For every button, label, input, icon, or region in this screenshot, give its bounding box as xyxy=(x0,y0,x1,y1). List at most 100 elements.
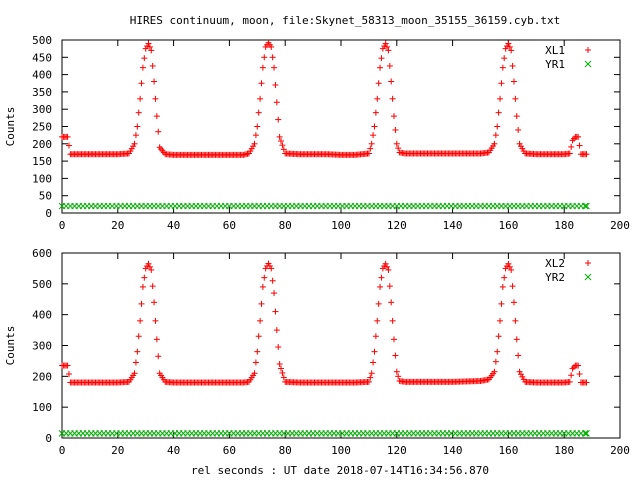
data-point xyxy=(65,371,72,378)
data-point xyxy=(505,260,512,267)
y-axis-label: Counts xyxy=(4,326,17,366)
y-tick-label: 350 xyxy=(32,86,52,99)
legend-label: XL1 xyxy=(545,44,565,57)
legend-marker-cross xyxy=(584,273,592,281)
data-point xyxy=(510,299,517,306)
data-point xyxy=(148,266,155,273)
data-point xyxy=(566,150,573,157)
data-point xyxy=(252,132,259,139)
y-tick-label: 250 xyxy=(32,121,52,134)
series-XL2 xyxy=(59,260,590,386)
data-point xyxy=(273,327,280,334)
data-point xyxy=(384,263,391,270)
data-point xyxy=(151,78,158,85)
data-point xyxy=(269,54,276,61)
data-point xyxy=(575,362,582,369)
data-point xyxy=(137,95,144,102)
data-point xyxy=(374,317,381,324)
data-point xyxy=(497,95,504,102)
data-point xyxy=(275,116,282,123)
data-point xyxy=(268,43,275,50)
data-point xyxy=(134,348,141,355)
data-point xyxy=(368,370,375,377)
data-point xyxy=(583,202,590,210)
data-point xyxy=(512,95,519,102)
data-point xyxy=(494,348,501,355)
y-tick-label: 300 xyxy=(32,340,52,353)
data-point xyxy=(372,109,379,116)
data-point xyxy=(392,352,399,359)
data-point xyxy=(498,80,505,87)
data-point xyxy=(395,145,402,152)
data-point xyxy=(575,133,582,140)
data-point xyxy=(272,308,279,315)
y-tick-label: 500 xyxy=(32,34,52,47)
x-tick-label: 180 xyxy=(554,219,574,232)
data-point xyxy=(153,336,160,343)
series-YR2 xyxy=(58,430,590,437)
data-point xyxy=(255,109,262,116)
data-point xyxy=(258,300,265,307)
data-point xyxy=(508,266,515,273)
x-tick-label: 20 xyxy=(111,444,124,457)
data-point xyxy=(276,361,283,367)
y-tick-label: 600 xyxy=(32,247,52,260)
data-point xyxy=(375,80,382,87)
data-point xyxy=(379,45,386,52)
data-point xyxy=(391,336,398,343)
data-point xyxy=(251,370,258,377)
data-point xyxy=(374,95,381,102)
data-point-d2 xyxy=(583,202,590,210)
data-point xyxy=(378,55,385,62)
legend-marker-d2 xyxy=(584,273,592,281)
y-tick-label: 400 xyxy=(32,309,52,322)
data-point xyxy=(512,317,519,324)
legend-marker-cross xyxy=(584,60,592,68)
data-point xyxy=(64,133,71,140)
data-point xyxy=(275,344,282,351)
series-YR1 xyxy=(58,202,590,210)
data-point xyxy=(494,123,501,130)
data-point xyxy=(505,40,512,47)
data-point xyxy=(385,47,392,54)
x-tick-label: 0 xyxy=(59,219,66,232)
y-axis-label: Counts xyxy=(4,107,17,147)
data-point xyxy=(506,43,513,50)
plot-frame xyxy=(61,39,621,214)
data-point xyxy=(581,430,589,437)
data-point xyxy=(254,348,261,355)
x-tick-label: 0 xyxy=(59,444,66,457)
data-point xyxy=(515,352,522,359)
data-point xyxy=(370,132,377,139)
data-point xyxy=(569,365,576,372)
legend-label: XL2 xyxy=(545,257,565,270)
data-point xyxy=(499,283,506,290)
data-point xyxy=(257,95,264,102)
data-point xyxy=(155,353,162,360)
data-point xyxy=(134,123,141,130)
data-point xyxy=(367,145,374,152)
x-tick-label: 100 xyxy=(331,444,351,457)
data-point xyxy=(392,126,399,133)
data-point xyxy=(132,359,139,366)
data-point xyxy=(137,317,144,324)
data-point-d2 xyxy=(581,202,589,210)
data-point xyxy=(259,64,266,71)
data-point xyxy=(365,150,372,157)
data-point xyxy=(520,376,527,383)
chart-panel-1: HIRES continuum, moon, file:Skynet_58313… xyxy=(4,14,630,232)
data-point xyxy=(583,151,590,158)
data-point xyxy=(278,365,285,372)
x-axis-label: rel seconds : UT date 2018-07-14T16:34:5… xyxy=(191,464,489,477)
data-point xyxy=(138,300,145,307)
legend-marker-plus xyxy=(585,47,591,53)
data-point xyxy=(151,299,158,306)
data-point xyxy=(495,109,502,116)
data-point xyxy=(386,62,393,69)
data-point xyxy=(252,359,259,366)
x-tick-label: 200 xyxy=(610,444,630,457)
data-point xyxy=(153,113,160,120)
data-point xyxy=(64,362,71,369)
x-tick-label: 40 xyxy=(167,219,180,232)
